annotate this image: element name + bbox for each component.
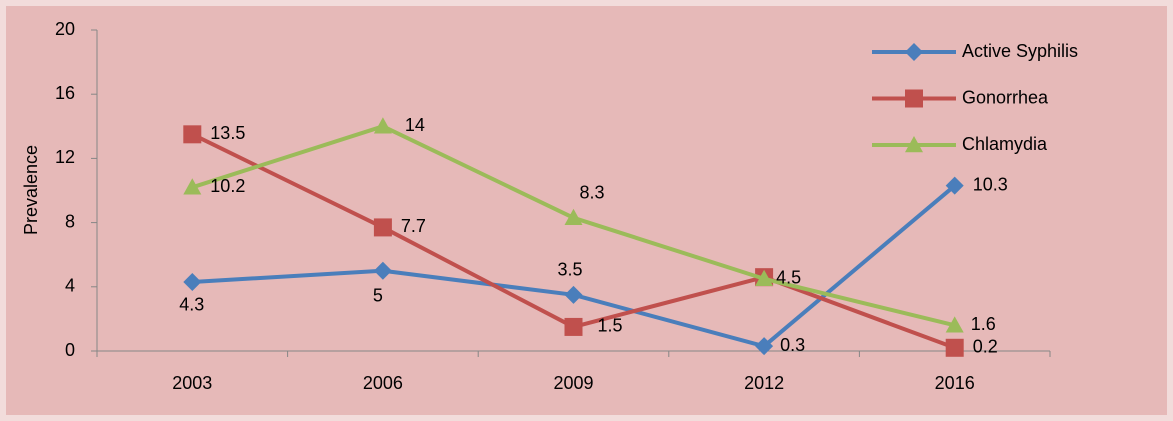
data-label: 10.3 xyxy=(973,174,1008,194)
point xyxy=(564,317,583,336)
data-label: 0.2 xyxy=(973,337,998,357)
y-axis-label: Prevalence xyxy=(21,145,41,235)
data-label: 3.5 xyxy=(558,260,583,280)
data-label: 1.6 xyxy=(971,314,996,334)
y-tick-label: 12 xyxy=(55,147,75,167)
legend-label: Gonorrhea xyxy=(962,87,1049,107)
legend-label: Active Syphilis xyxy=(962,41,1078,61)
x-tick-label: 2012 xyxy=(744,373,784,393)
point xyxy=(755,337,774,356)
data-label: 10.2 xyxy=(210,176,245,196)
point xyxy=(945,176,964,195)
point xyxy=(945,338,964,357)
legend-marker xyxy=(905,43,923,61)
data-label: 1.5 xyxy=(598,316,623,336)
point xyxy=(373,261,392,280)
data-label: 4.3 xyxy=(179,295,204,315)
legend-marker xyxy=(905,89,923,108)
data-label: 5 xyxy=(373,286,383,306)
point xyxy=(373,117,392,134)
point xyxy=(373,218,392,237)
data-label: 7.7 xyxy=(401,216,426,236)
data-label: 14 xyxy=(405,115,425,135)
y-tick-label: 16 xyxy=(55,83,75,103)
point xyxy=(183,125,202,144)
y-tick-label: 20 xyxy=(55,19,75,39)
data-label: 8.3 xyxy=(580,183,605,203)
chart-background xyxy=(6,6,1167,415)
point xyxy=(564,285,583,304)
point xyxy=(183,272,202,291)
legend-marker xyxy=(905,136,923,153)
x-tick-label: 2009 xyxy=(553,373,593,393)
data-label: 0.3 xyxy=(780,335,805,355)
y-tick-label: 0 xyxy=(65,340,75,360)
point xyxy=(945,316,964,333)
point xyxy=(564,208,583,225)
point xyxy=(183,178,202,195)
data-label: 4.5 xyxy=(776,268,801,288)
point xyxy=(755,269,774,286)
data-label: 13.5 xyxy=(210,123,245,143)
y-tick-label: 8 xyxy=(65,211,75,231)
legend-label: Chlamydia xyxy=(962,134,1048,154)
x-tick-label: 2006 xyxy=(363,373,403,393)
x-tick-label: 2016 xyxy=(935,373,975,393)
y-tick-label: 4 xyxy=(65,276,75,296)
x-tick-label: 2003 xyxy=(172,373,212,393)
